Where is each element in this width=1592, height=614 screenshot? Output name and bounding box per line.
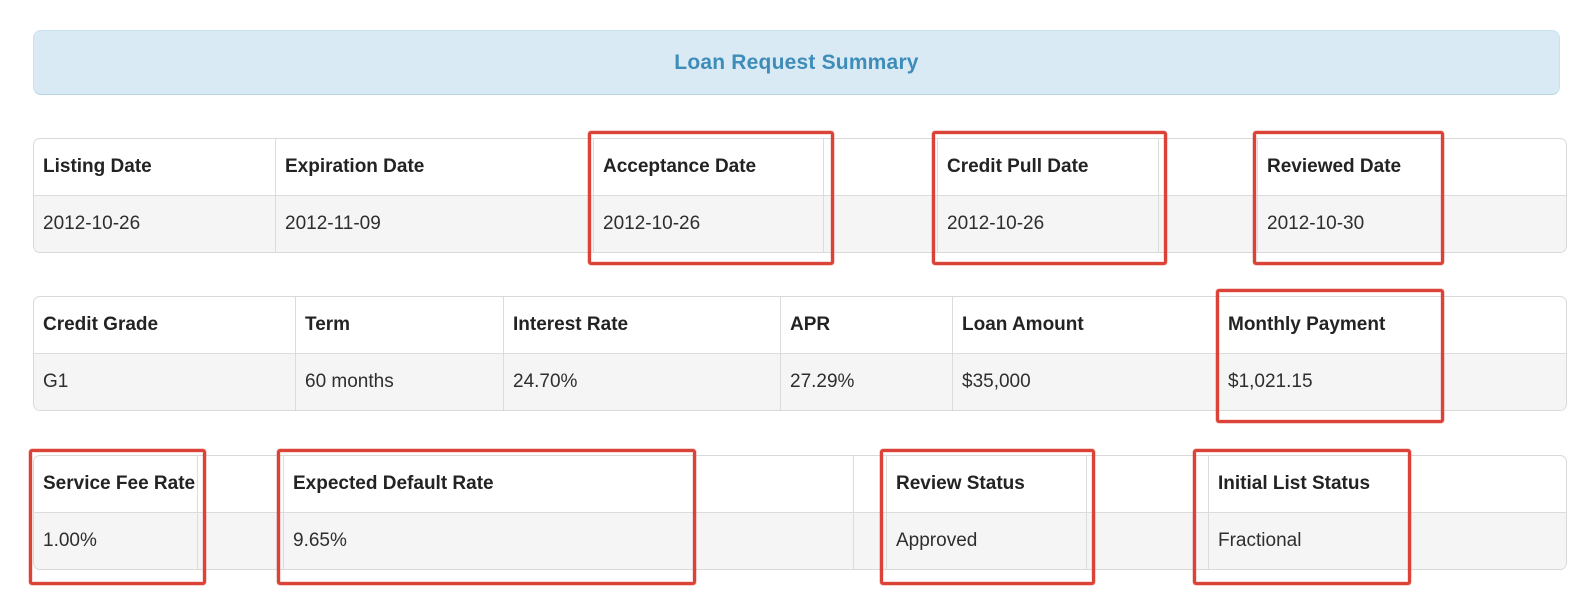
field-label-acceptance-date: Acceptance Date: [594, 139, 824, 196]
empty-cell: [854, 456, 887, 513]
empty-cell: [1159, 196, 1258, 252]
field-label-interest-rate: Interest Rate: [504, 297, 781, 354]
empty-cell: [696, 513, 854, 569]
field-label-initial-list-status: Initial List Status: [1209, 456, 1566, 513]
field-value-initial-list-status: Fractional: [1209, 513, 1566, 569]
empty-cell: [1159, 139, 1258, 196]
field-value-listing-date: 2012-10-26: [34, 196, 276, 252]
empty-cell: [696, 456, 854, 513]
empty-cell: [854, 513, 887, 569]
summary-banner: Loan Request Summary: [33, 30, 1560, 95]
loan-terms-value-row: G1 60 months 24.70% 27.29% $35,000 $1,02…: [34, 354, 1566, 410]
dates-table: Listing Date Expiration Date Acceptance …: [33, 138, 1567, 253]
field-value-acceptance-date: 2012-10-26: [594, 196, 824, 252]
empty-cell: [198, 456, 284, 513]
empty-cell: [198, 513, 284, 569]
empty-cell: [1087, 513, 1209, 569]
field-value-monthly-payment: $1,021.15: [1219, 354, 1566, 410]
field-value-service-fee-rate: 1.00%: [34, 513, 198, 569]
field-label-expected-default-rate: Expected Default Rate: [284, 456, 696, 513]
field-label-credit-grade: Credit Grade: [34, 297, 296, 354]
field-value-interest-rate: 24.70%: [504, 354, 781, 410]
field-value-expiration-date: 2012-11-09: [276, 196, 594, 252]
field-value-term: 60 months: [296, 354, 504, 410]
loan-terms-table: Credit Grade Term Interest Rate APR Loan…: [33, 296, 1567, 411]
field-label-expiration-date: Expiration Date: [276, 139, 594, 196]
dates-value-row: 2012-10-26 2012-11-09 2012-10-26 2012-10…: [34, 196, 1566, 252]
field-value-expected-default-rate: 9.65%: [284, 513, 696, 569]
field-label-monthly-payment: Monthly Payment: [1219, 297, 1566, 354]
field-value-review-status: Approved: [887, 513, 1087, 569]
field-value-credit-grade: G1: [34, 354, 296, 410]
field-label-reviewed-date: Reviewed Date: [1258, 139, 1566, 196]
status-header-row: Service Fee Rate Expected Default Rate R…: [34, 456, 1566, 513]
page-title: Loan Request Summary: [674, 50, 919, 74]
empty-cell: [824, 196, 938, 252]
status-value-row: 1.00% 9.65% Approved Fractional: [34, 513, 1566, 569]
field-value-credit-pull-date: 2012-10-26: [938, 196, 1159, 252]
field-label-loan-amount: Loan Amount: [953, 297, 1219, 354]
empty-cell: [824, 139, 938, 196]
field-label-apr: APR: [781, 297, 953, 354]
empty-cell: [1087, 456, 1209, 513]
field-label-service-fee-rate: Service Fee Rate: [34, 456, 198, 513]
field-label-review-status: Review Status: [887, 456, 1087, 513]
loan-terms-header-row: Credit Grade Term Interest Rate APR Loan…: [34, 297, 1566, 354]
field-value-apr: 27.29%: [781, 354, 953, 410]
field-value-reviewed-date: 2012-10-30: [1258, 196, 1566, 252]
status-table: Service Fee Rate Expected Default Rate R…: [33, 455, 1567, 570]
field-label-listing-date: Listing Date: [34, 139, 276, 196]
field-label-term: Term: [296, 297, 504, 354]
field-value-loan-amount: $35,000: [953, 354, 1219, 410]
field-label-credit-pull-date: Credit Pull Date: [938, 139, 1159, 196]
dates-header-row: Listing Date Expiration Date Acceptance …: [34, 139, 1566, 196]
